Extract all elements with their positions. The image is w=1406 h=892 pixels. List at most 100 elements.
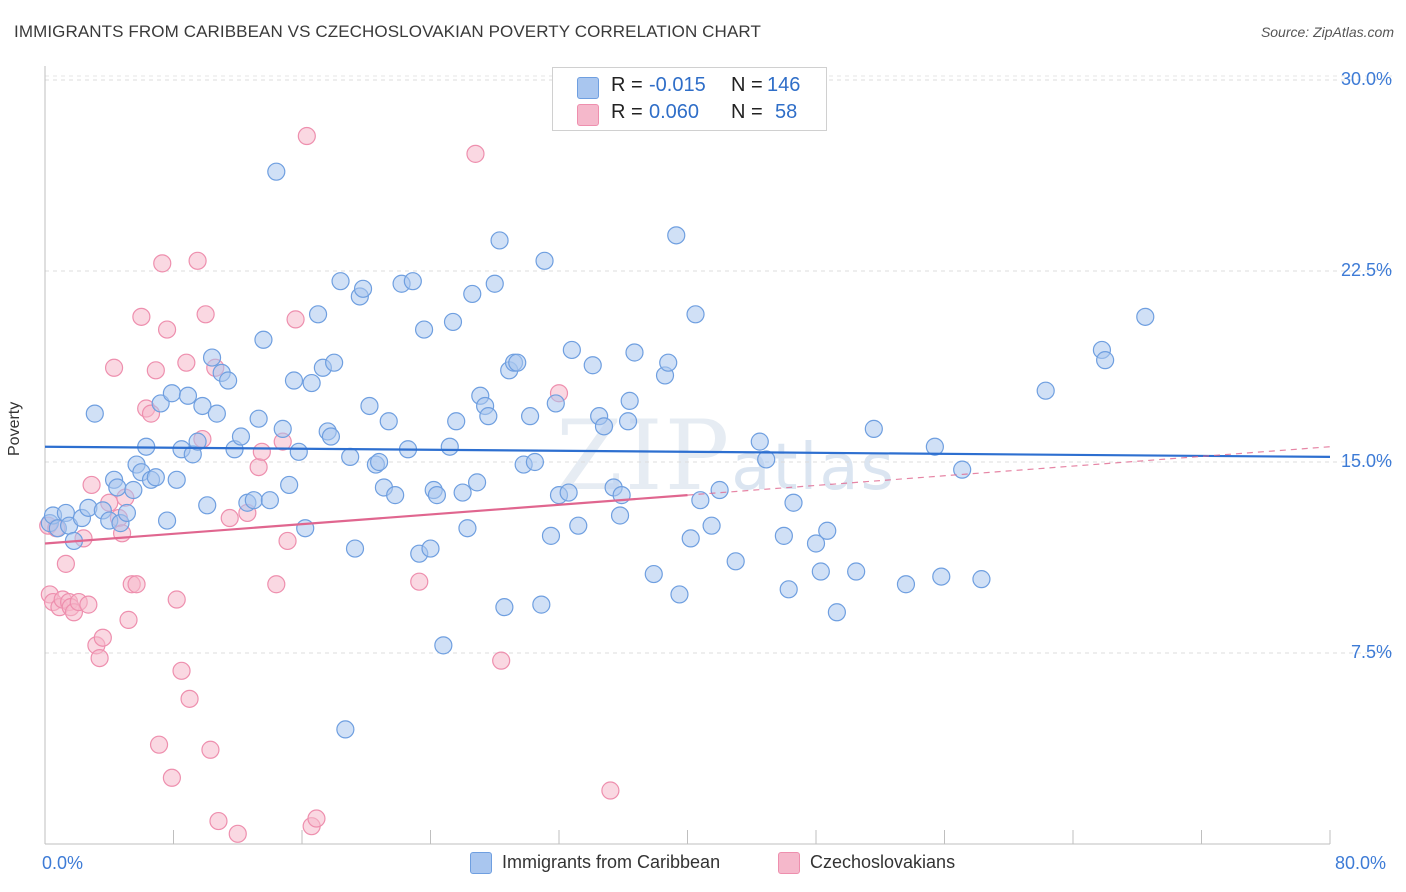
data-point xyxy=(806,534,826,553)
bottom-legend-label-caribbean: Immigrants from Caribbean xyxy=(502,852,721,872)
data-point xyxy=(827,603,846,622)
data-point xyxy=(119,610,138,629)
data-point xyxy=(410,572,429,591)
data-point xyxy=(178,386,198,405)
y-tick-label: 7.5% xyxy=(1350,642,1392,662)
data-point xyxy=(463,284,482,304)
data-point xyxy=(104,358,124,377)
trend-line-czechoslovakians xyxy=(44,494,688,545)
y-tick-label: 30.0% xyxy=(1340,69,1392,89)
data-point xyxy=(774,526,793,545)
data-point xyxy=(278,531,297,551)
data-point xyxy=(618,412,638,431)
data-point xyxy=(508,353,527,372)
data-point xyxy=(90,648,109,668)
data-point xyxy=(750,432,769,451)
data-point xyxy=(535,251,554,270)
correlation-legend: R = -0.015 N = 146 R = 0.060 N = 58 xyxy=(552,67,827,131)
data-point xyxy=(818,521,837,540)
data-point xyxy=(532,595,551,614)
data-point xyxy=(784,493,803,512)
data-point xyxy=(345,539,365,558)
data-point xyxy=(149,735,169,754)
data-point xyxy=(151,394,170,413)
data-point xyxy=(610,506,630,525)
data-point xyxy=(284,371,304,390)
legend-n-value: 58 xyxy=(775,101,798,123)
data-point xyxy=(85,404,104,423)
data-point xyxy=(308,305,328,324)
data-point xyxy=(177,353,196,372)
data-point xyxy=(82,475,101,495)
data-point xyxy=(681,529,700,548)
data-point xyxy=(307,809,326,828)
data-point xyxy=(93,628,112,647)
data-point xyxy=(273,419,292,438)
data-point xyxy=(691,491,710,510)
data-point xyxy=(267,162,286,181)
y-tick-label: 15.0% xyxy=(1340,451,1392,471)
grid-lines xyxy=(45,75,1392,654)
data-point xyxy=(379,412,398,431)
data-point xyxy=(847,562,866,581)
data-point xyxy=(167,590,186,609)
data-point xyxy=(370,452,389,472)
data-point xyxy=(193,396,212,416)
data-point xyxy=(167,470,186,489)
data-point xyxy=(252,442,271,461)
data-point xyxy=(811,562,830,581)
data-point xyxy=(495,598,514,617)
legend-n-label: N = xyxy=(731,101,763,123)
data-point xyxy=(757,450,776,469)
legend-r-label: R = xyxy=(611,74,643,96)
data-point xyxy=(710,480,729,500)
data-point xyxy=(625,343,644,362)
data-point xyxy=(569,516,588,535)
data-point xyxy=(546,394,565,413)
data-point xyxy=(520,407,540,426)
data-point xyxy=(925,437,944,456)
data-point xyxy=(172,661,191,680)
data-point xyxy=(117,503,137,523)
data-point xyxy=(466,144,485,163)
data-point xyxy=(209,811,228,831)
data-point xyxy=(620,391,639,410)
data-point xyxy=(953,460,972,479)
data-point xyxy=(146,468,165,487)
data-point xyxy=(670,585,689,604)
legend-n-label: N = xyxy=(731,74,763,96)
data-point xyxy=(336,720,355,739)
data-point xyxy=(321,427,341,446)
bottom-legend-label-czechoslovakians: Czechoslovakians xyxy=(810,852,956,872)
data-point xyxy=(353,279,373,298)
legend-r-value: 0.060 xyxy=(649,101,700,123)
bottom-legend-swatch-czechoslovakians xyxy=(778,852,800,874)
data-point xyxy=(289,442,308,461)
data-point xyxy=(132,307,151,326)
legend-n-value: 146 xyxy=(767,74,801,96)
data-point xyxy=(896,575,916,594)
data-point xyxy=(260,491,279,510)
data-point xyxy=(479,407,498,426)
data-point xyxy=(341,447,360,467)
legend-swatch-czechoslovakians xyxy=(577,104,599,126)
chart-title: IMMIGRANTS FROM CARIBBEAN VS CZECHOSLOVA… xyxy=(14,22,761,41)
data-point xyxy=(972,570,991,589)
data-points xyxy=(39,126,1155,843)
data-point xyxy=(490,231,509,250)
data-point xyxy=(202,348,222,367)
x-tick-label-max: 80.0% xyxy=(1335,853,1387,873)
trend-line-caribbean xyxy=(44,445,1331,459)
data-point xyxy=(267,575,286,594)
data-point xyxy=(280,475,299,495)
x-tick-label-min: 0.0% xyxy=(42,853,84,873)
data-point xyxy=(188,251,207,270)
data-point xyxy=(932,567,951,586)
data-point xyxy=(467,473,487,492)
data-point xyxy=(302,373,321,393)
legend-row-czechoslovakians: R = 0.060 N = 58 xyxy=(553,101,826,127)
data-point xyxy=(180,689,199,708)
data-point xyxy=(188,432,207,451)
data-point xyxy=(146,361,165,380)
data-point xyxy=(228,824,247,843)
